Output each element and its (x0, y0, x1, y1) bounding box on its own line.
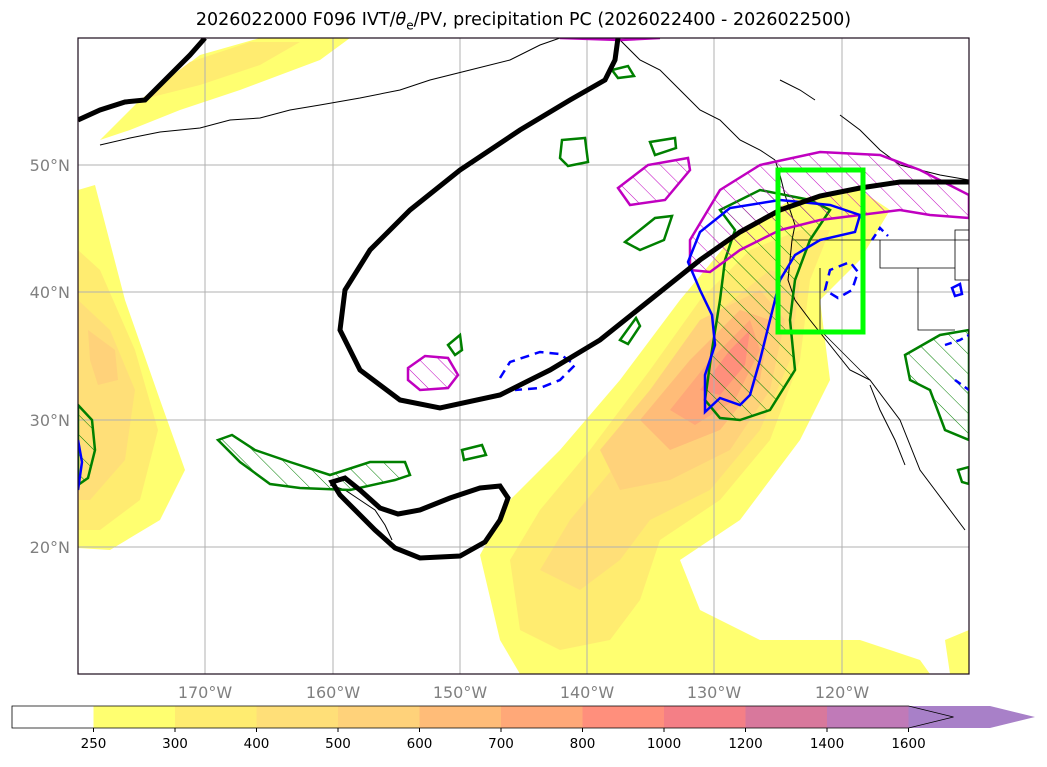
colorbar-segment (745, 706, 828, 728)
green-small-4 (609, 64, 637, 80)
magenta-feature-small (406, 354, 460, 392)
colorbar: 250 300 400 500 600 700 800 1000 1200 1400 1600 (11, 705, 1035, 752)
gulf-alaska-coast (619, 39, 776, 161)
green-feature-east (903, 328, 969, 442)
colorbar-label: 800 (570, 736, 596, 752)
colorbar-label: 300 (162, 736, 188, 752)
colorbar-segment (175, 706, 257, 728)
colorbar-label: 1600 (891, 736, 925, 752)
green-small-6 (446, 332, 464, 357)
green-small-3 (622, 214, 674, 252)
pv-contours (78, 38, 969, 561)
lon-label-140w: 140°W (560, 683, 615, 702)
ivt-shading (78, 38, 969, 674)
colorbar-segment (827, 706, 909, 728)
colorbar-label: 1000 (647, 736, 681, 752)
ivt-west-500 (88, 330, 118, 385)
blue-small-1 (950, 282, 964, 298)
alaska-coast (99, 38, 561, 146)
lon-label-130w: 130°W (687, 683, 742, 702)
lon-labels: 170°W 160°W 150°W 140°W 130°W 120°W (178, 683, 870, 702)
colorbar-label: 400 (244, 736, 270, 752)
green-small-1 (558, 136, 590, 168)
pv-hawaii-contour (328, 475, 511, 561)
green-small-8 (956, 465, 969, 486)
lat-label-30: 30°N (30, 411, 70, 430)
map-area (78, 38, 969, 674)
green-feature-hawaii (215, 433, 412, 492)
colorbar-label: 700 (488, 736, 514, 752)
lat-labels: 20°N 30°N 40°N 50°N (30, 156, 70, 557)
colorbar-segment (582, 706, 665, 728)
lon-label-170w: 170°W (178, 683, 233, 702)
colorbar-segment (93, 706, 176, 728)
lon-label-120w: 120°W (815, 683, 870, 702)
map-frame (77, 37, 970, 675)
green-small-7 (460, 443, 488, 462)
colorbar-label: 600 (407, 736, 433, 752)
blue-dashed-2 (823, 260, 860, 300)
colorbar-label: 1400 (810, 736, 844, 752)
ivt-east-250 (945, 630, 969, 674)
lat-label-20: 20°N (30, 538, 70, 557)
colorbar-segment (664, 706, 746, 728)
green-small-2 (648, 136, 678, 157)
blue-dashed-5 (954, 378, 969, 392)
colorbar-segment-extend (908, 706, 1035, 728)
pv-main-contour (337, 38, 969, 411)
colorbar-segment (338, 706, 420, 728)
magenta-feature-pacific (616, 156, 692, 207)
ivt-north-250 (100, 38, 350, 140)
map-title: 2026022000 F096 IVT/θe/PV, precipitation… (195, 10, 852, 33)
lon-label-160w: 160°W (306, 683, 361, 702)
blue-west (78, 439, 84, 491)
blue-dashed-4 (944, 333, 969, 347)
baja-coast (869, 384, 906, 466)
ivt-north-300 (140, 42, 300, 100)
lon-label-150w: 150°W (433, 683, 488, 702)
colorbar-segment (419, 706, 502, 728)
colorbar-outline (11, 705, 954, 729)
lat-label-40: 40°N (30, 283, 70, 302)
lat-label-50: 50°N (30, 156, 70, 175)
alaska-interior (779, 79, 816, 101)
colorbar-segment-below (12, 706, 94, 728)
colorbar-label: 1200 (728, 736, 762, 752)
focus-region-box (775, 167, 866, 335)
colorbar-label: 500 (325, 736, 351, 752)
colorbar-label: 250 (81, 736, 107, 752)
colorbar-segment (256, 706, 339, 728)
blue-dashed-3 (870, 226, 889, 241)
green-small-5 (618, 315, 642, 346)
colorbar-segment (501, 706, 583, 728)
pv-north-contour (78, 38, 207, 123)
